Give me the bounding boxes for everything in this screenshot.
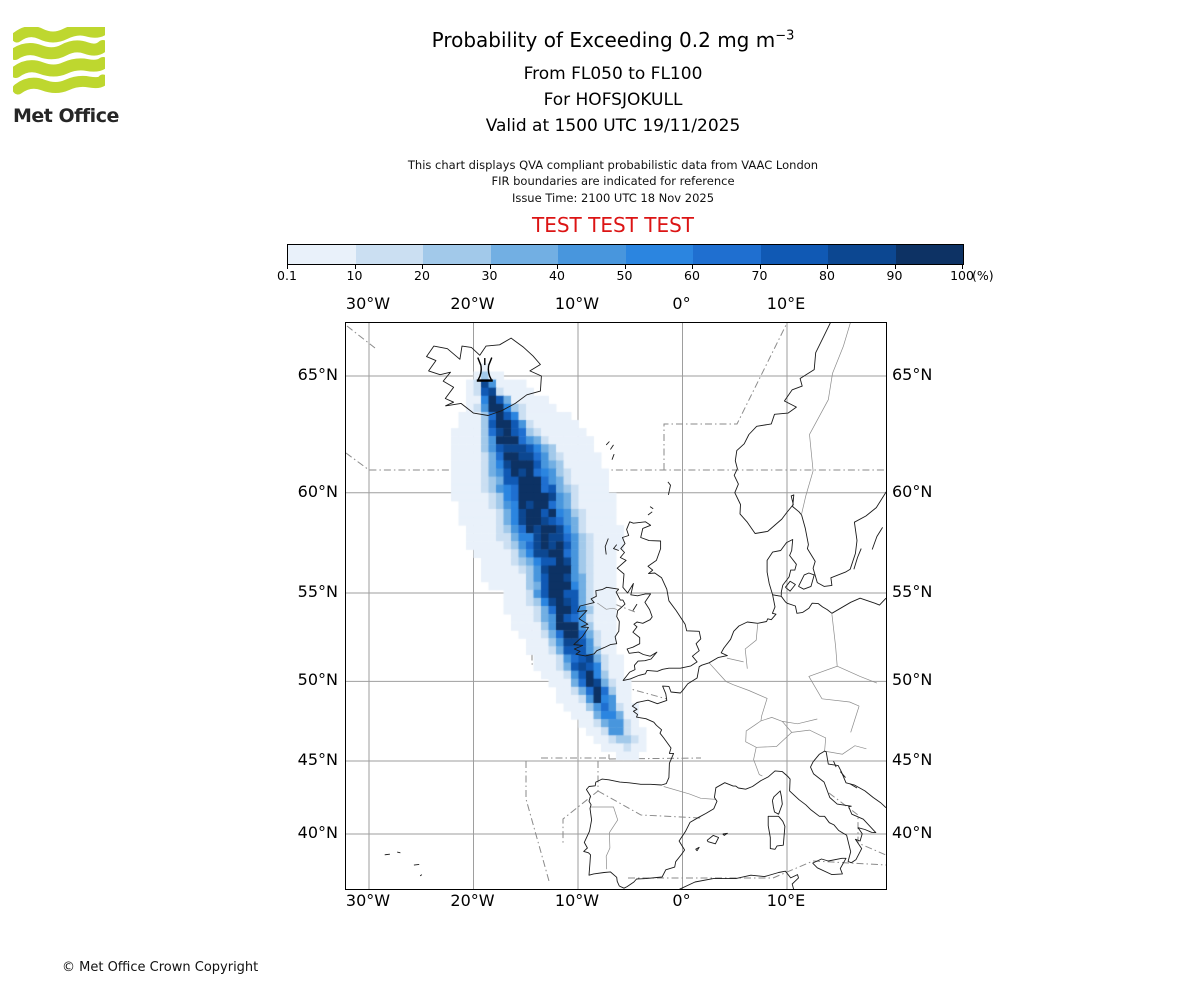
lat-label-right: 40°N xyxy=(892,823,933,843)
lat-label-left: 50°N xyxy=(297,670,338,690)
colorbar-tick-label: 50 xyxy=(616,268,633,283)
lat-label-left: 40°N xyxy=(297,823,338,843)
lon-label-top: 10°E xyxy=(766,294,806,313)
colorbar-segment xyxy=(625,245,693,264)
colorbar-tick-label: 60 xyxy=(684,268,700,283)
lat-label-right: 65°N xyxy=(892,364,933,384)
ash-probability-plume xyxy=(346,323,886,889)
colorbar-tick-label: 30 xyxy=(481,268,498,283)
chart-title-text: Probability of Exceeding 0.2 mg m xyxy=(431,28,776,52)
lat-label-left: 65°N xyxy=(297,364,338,384)
colorbar-tick-label: 10 xyxy=(346,268,363,283)
colorbar-segment xyxy=(828,245,896,264)
lon-label-top: 20°W xyxy=(450,294,495,313)
colorbar-unit-label: (%) xyxy=(972,268,994,283)
colorbar-segment xyxy=(423,245,491,264)
colorbar-tick-label: 0.1 xyxy=(277,268,297,283)
colorbar-segment xyxy=(288,245,356,264)
lon-label-top: 0° xyxy=(672,294,691,313)
lat-label-right: 45°N xyxy=(892,750,933,770)
colorbar-tick xyxy=(624,265,626,269)
colorbar-tick xyxy=(422,265,423,269)
colorbar-tick-label: 40 xyxy=(549,268,565,283)
colorbar-tick-label: 70 xyxy=(751,268,768,283)
lat-label-left: 55°N xyxy=(297,581,338,601)
colorbar-segment xyxy=(355,245,423,264)
note-qva: This chart displays QVA compliant probab… xyxy=(407,158,819,172)
colorbar-tick xyxy=(692,265,693,269)
met-office-logo-waves xyxy=(9,24,109,95)
lon-label-top: 30°W xyxy=(345,294,391,313)
lon-label-bottom: 0° xyxy=(672,891,691,910)
chart-title: Probability of Exceeding 0.2 mg m−3 xyxy=(313,28,913,52)
colorbar-tick-label: 80 xyxy=(819,268,835,283)
colorbar-tick xyxy=(489,265,491,269)
map-coastlines-layer xyxy=(384,323,886,889)
colorbar-tick xyxy=(354,265,356,269)
colorbar-segment xyxy=(490,245,558,264)
colorbar-segment xyxy=(693,245,761,264)
colorbar-tick xyxy=(759,265,761,269)
colorbar-tick-label: 100 xyxy=(950,268,974,283)
lat-label-left: 45°N xyxy=(297,750,338,770)
colorbar xyxy=(287,244,964,265)
volcano-icon xyxy=(476,357,493,382)
subtitle-flight-levels: From FL050 to FL100 xyxy=(523,64,703,84)
lon-label-bottom: 10°E xyxy=(766,891,806,910)
note-issue-time: Issue Time: 2100 UTC 18 Nov 2025 xyxy=(511,191,715,205)
colorbar-segment xyxy=(558,245,626,264)
colorbar-tick xyxy=(894,265,896,269)
colorbar-tick xyxy=(557,265,558,269)
lon-label-bottom: 20°W xyxy=(450,891,495,910)
colorbar-tick-label: 20 xyxy=(414,268,430,283)
met-office-logo-text: Met Office xyxy=(13,105,119,127)
chart-title-exponent: −3 xyxy=(775,28,795,44)
lat-label-right: 50°N xyxy=(892,670,933,690)
colorbar-segment xyxy=(895,245,963,264)
lat-label-left: 60°N xyxy=(297,481,338,501)
lon-label-top: 10°W xyxy=(554,294,600,313)
colorbar-segment xyxy=(760,245,828,264)
colorbar-tick xyxy=(287,265,288,269)
subtitle-volcano: For HOFSJOKULL xyxy=(543,90,683,110)
colorbar-tick xyxy=(962,265,963,269)
lat-label-right: 55°N xyxy=(892,581,933,601)
map-area xyxy=(345,322,887,890)
colorbar-tick-label: 90 xyxy=(886,268,903,283)
lon-label-bottom: 10°W xyxy=(554,891,600,910)
test-banner: TEST TEST TEST xyxy=(531,213,694,237)
lat-label-right: 60°N xyxy=(892,481,933,501)
note-fir: FIR boundaries are indicated for referen… xyxy=(491,174,735,188)
copyright-text: © Met Office Crown Copyright xyxy=(62,960,259,975)
met-office-logo: Met Office xyxy=(9,24,133,127)
colorbar-tick xyxy=(827,265,828,269)
subtitle-valid-time: Valid at 1500 UTC 19/11/2025 xyxy=(485,116,741,136)
lon-label-bottom: 30°W xyxy=(345,891,391,910)
